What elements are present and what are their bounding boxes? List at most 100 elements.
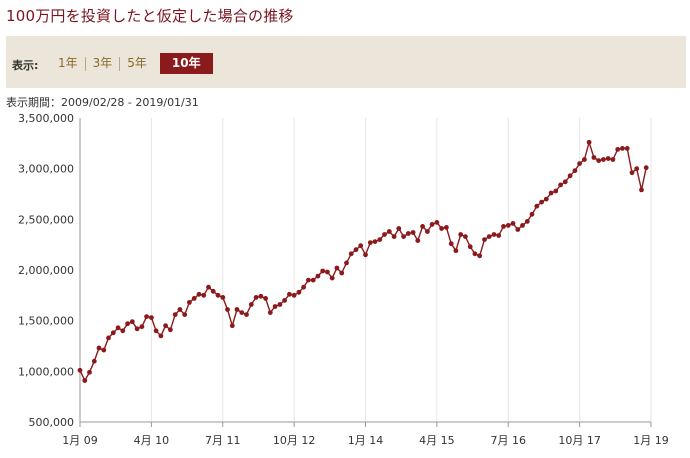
data-point — [134, 326, 140, 332]
data-point — [439, 226, 444, 231]
data-point — [553, 188, 559, 194]
data-point — [139, 324, 145, 330]
data-point — [291, 292, 297, 298]
data-point — [386, 229, 392, 234]
data-point — [120, 328, 126, 334]
data-point — [591, 155, 597, 160]
data-point — [201, 292, 207, 298]
y-tick-label: 1,000,000 — [18, 365, 74, 378]
data-point — [601, 157, 606, 162]
display-period: 表示期間：2009/02/28 - 2019/01/31 — [6, 94, 199, 110]
data-point — [463, 234, 468, 239]
data-point — [153, 328, 159, 334]
data-point — [543, 196, 549, 202]
data-point — [367, 240, 373, 246]
period-label: 表示期間： — [6, 96, 61, 109]
data-point — [610, 157, 616, 162]
data-point — [306, 277, 311, 283]
data-point — [106, 335, 111, 341]
data-point — [358, 243, 364, 249]
range-tab-3y[interactable]: 3年 — [92, 56, 113, 70]
data-point — [629, 170, 635, 176]
data-point — [182, 312, 188, 317]
data-point — [486, 234, 492, 239]
data-point — [125, 321, 130, 327]
data-point — [87, 369, 92, 375]
data-point — [415, 238, 421, 244]
data-point — [624, 146, 630, 151]
y-tick-label: 3,000,000 — [18, 163, 74, 176]
series-line — [79, 141, 647, 382]
range-tab-10y[interactable]: 10年 — [159, 53, 213, 74]
data-point — [405, 231, 411, 236]
x-tick-label: 7月 11 — [205, 434, 241, 447]
data-point — [539, 199, 544, 205]
data-point — [496, 233, 502, 238]
data-point — [77, 367, 83, 373]
y-tick-label: 2,000,000 — [18, 264, 74, 277]
data-point — [149, 315, 154, 320]
data-point — [234, 307, 240, 312]
data-point — [206, 284, 211, 290]
data-point — [586, 139, 592, 145]
data-point — [334, 265, 340, 271]
data-point — [329, 275, 335, 281]
data-point — [548, 190, 554, 196]
data-point — [558, 182, 563, 188]
range-label: 表示: — [12, 59, 39, 72]
data-point — [344, 260, 349, 266]
data-point — [196, 291, 202, 297]
data-point — [562, 179, 568, 185]
data-point — [510, 221, 516, 226]
data-point — [620, 146, 625, 151]
data-point — [577, 161, 582, 166]
range-tab-5y[interactable]: 5年 — [127, 56, 147, 70]
data-point — [263, 296, 268, 301]
data-point — [172, 312, 178, 317]
data-point — [282, 298, 287, 303]
data-point — [572, 168, 578, 174]
x-tick-label: 10月 12 — [273, 434, 316, 447]
data-point — [96, 345, 102, 351]
data-point — [239, 310, 245, 315]
data-point — [420, 224, 425, 229]
x-tick-label: 10月 17 — [558, 434, 601, 447]
data-point — [115, 325, 121, 331]
data-point — [634, 166, 640, 172]
data-point — [382, 232, 387, 237]
range-tabs: 1年 3年 5年 10年 — [51, 53, 213, 74]
x-tick-label: 7月 16 — [491, 434, 527, 447]
data-point — [444, 225, 449, 230]
data-point — [244, 312, 249, 317]
page-title: 100万円を投資したと仮定した場合の推移 — [6, 7, 294, 25]
data-point — [639, 187, 644, 193]
data-point — [505, 223, 511, 228]
data-point — [401, 234, 406, 239]
data-point — [267, 310, 273, 315]
data-point — [643, 165, 649, 171]
data-point — [377, 237, 383, 243]
data-point — [315, 273, 321, 279]
data-point — [396, 226, 402, 231]
data-point — [472, 251, 478, 257]
data-point — [582, 157, 587, 162]
y-tick-label: 3,500,000 — [18, 112, 74, 125]
data-point — [348, 251, 354, 257]
data-point — [448, 241, 454, 247]
data-point — [258, 293, 264, 299]
data-point — [425, 229, 430, 234]
data-point — [220, 295, 226, 300]
data-point — [482, 237, 487, 243]
data-point — [277, 302, 283, 307]
data-point — [363, 252, 368, 258]
range-tab-1y[interactable]: 1年 — [58, 56, 78, 70]
data-point — [567, 173, 573, 179]
data-point — [101, 347, 107, 353]
data-point — [215, 292, 221, 298]
data-point — [253, 295, 259, 300]
data-point — [310, 277, 316, 283]
data-point — [524, 219, 530, 224]
data-point — [372, 239, 378, 245]
data-point — [520, 223, 525, 228]
data-point — [339, 270, 345, 276]
